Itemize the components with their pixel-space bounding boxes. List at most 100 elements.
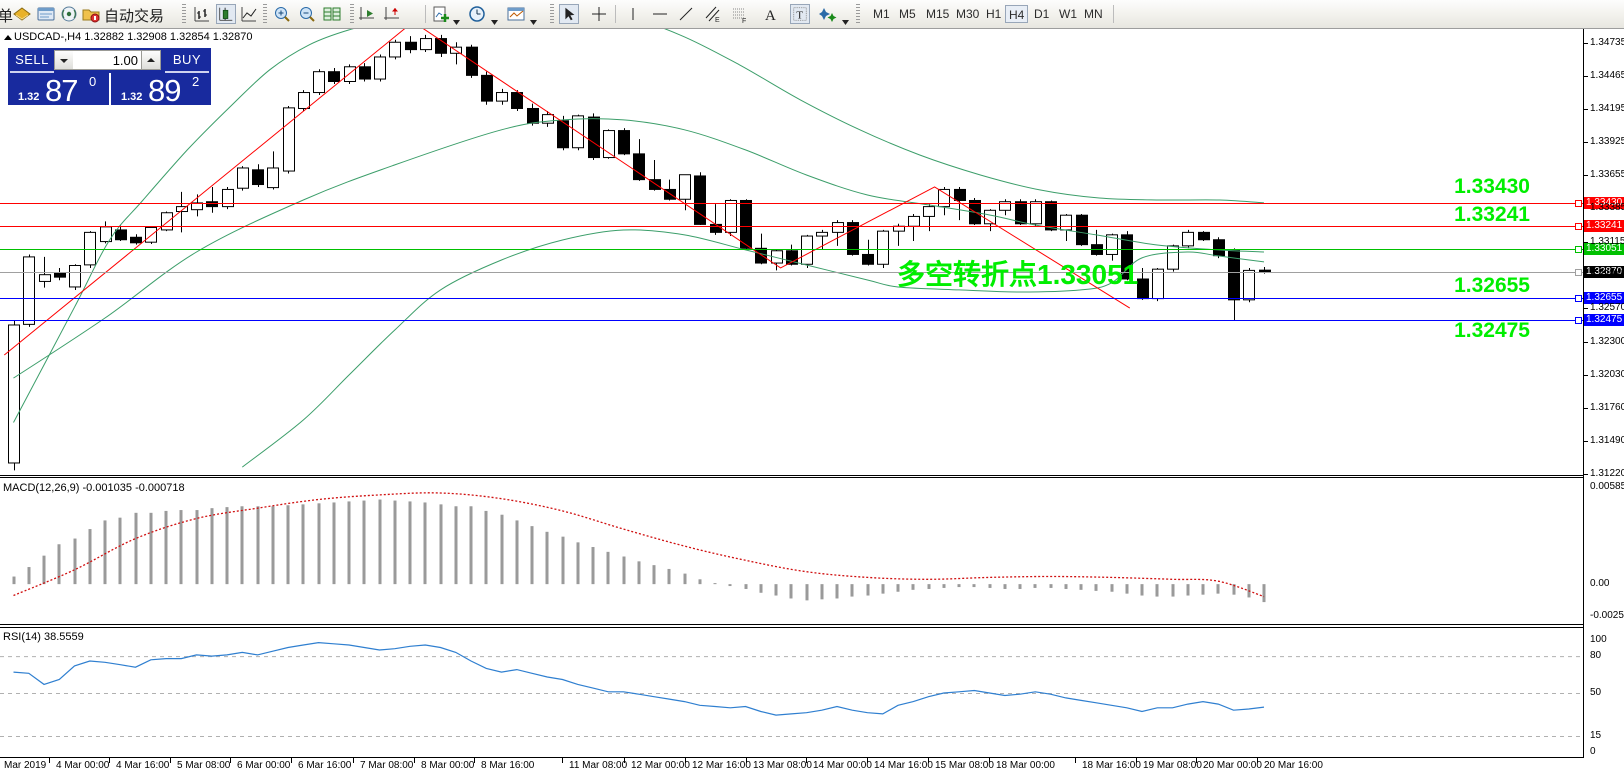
toolbar-drag-handle-2[interactable] [263,4,267,24]
line-selection-handle[interactable] [1575,223,1582,230]
candlestick[interactable] [237,166,249,191]
timeframe-m1[interactable]: M1 [873,7,890,21]
line-selection-handle[interactable] [1575,200,1582,207]
candlestick[interactable] [1060,213,1072,241]
equidistant-channel-icon[interactable]: E [703,4,723,24]
periods-dropdown-arrow[interactable] [491,12,498,25]
candlestick[interactable] [557,115,569,151]
candlestick[interactable] [267,151,279,190]
candlestick[interactable] [679,174,691,211]
candlestick[interactable] [344,64,356,84]
periods-clock-icon[interactable] [467,4,487,24]
candlestick[interactable] [206,186,218,213]
line-selection-handle[interactable] [1575,317,1582,324]
toolbar-drag-handle-5[interactable] [856,4,860,24]
candlestick[interactable] [740,199,752,250]
candlestick[interactable] [222,186,234,210]
timeframe-mn[interactable]: MN [1084,7,1103,21]
candlestick[interactable] [999,199,1011,216]
bar-chart-icon[interactable] [192,4,212,24]
crosshair-icon[interactable] [589,4,609,24]
candlestick[interactable] [115,225,127,241]
price-level-annotation[interactable]: 1.33241 [1454,203,1530,227]
candlestick[interactable] [923,204,935,232]
text-box-icon[interactable]: T [790,4,810,24]
expert-advisors-folder-icon[interactable] [81,4,101,24]
candlestick[interactable] [435,34,447,57]
candlestick[interactable] [908,213,920,241]
timeframe-h4[interactable]: H4 [1005,5,1029,23]
candlestick[interactable] [420,34,432,53]
candlestick[interactable] [69,264,81,291]
shapes-icon[interactable] [818,4,838,24]
candlestick[interactable] [496,88,508,105]
candlestick[interactable] [481,71,493,105]
line-selection-handle[interactable] [1575,246,1582,253]
candlestick[interactable] [283,106,295,174]
timeframe-m5[interactable]: M5 [899,7,916,21]
candlestick[interactable] [862,239,874,266]
candlestick[interactable] [1243,267,1255,303]
candlestick[interactable] [8,320,20,471]
auto-scroll-icon[interactable] [357,4,377,24]
indicators-icon[interactable] [431,4,451,24]
shapes-dropdown-arrow[interactable] [842,12,849,25]
price-level-annotation[interactable]: 1.32655 [1454,273,1530,297]
candlestick[interactable] [649,160,661,191]
candlestick[interactable] [664,179,676,201]
price-level-annotation[interactable]: 1.32475 [1454,319,1530,343]
auto-trading-label[interactable]: 自动交易 [104,8,165,25]
candlestick[interactable] [1182,229,1194,249]
candlestick[interactable] [755,233,767,265]
candlestick[interactable] [984,209,996,232]
candlestick[interactable] [603,129,615,159]
candlestick[interactable] [389,39,401,60]
horizontal-line-icon[interactable] [650,4,670,24]
chart-collapse-triangle-icon[interactable] [4,35,12,40]
candlestick[interactable] [542,110,554,127]
terminal-window-icon[interactable] [36,4,56,24]
candlestick[interactable] [725,199,737,237]
candlestick[interactable] [511,90,523,111]
line-selection-handle[interactable] [1575,269,1582,276]
sell-button[interactable]: SELL [10,49,54,73]
candlestick[interactable] [694,172,706,226]
candlestick[interactable] [313,69,325,95]
timeframe-m15[interactable]: M15 [926,7,950,21]
candlestick[interactable] [588,113,600,161]
candlestick[interactable] [893,223,905,246]
chart-shift-icon[interactable] [382,4,402,24]
line-chart-icon[interactable] [239,4,259,24]
price-scale-marker[interactable]: 1.33241 [1584,220,1624,233]
timeframe-d1[interactable]: D1 [1034,7,1050,21]
candlestick[interactable] [405,36,417,54]
candlestick[interactable] [130,234,142,245]
new-order-icon[interactable] [12,4,32,24]
candlestick[interactable] [328,68,340,84]
line-selection-handle[interactable] [1575,295,1582,302]
toolbar-drag-handle-1[interactable] [182,4,186,24]
data-window-icon[interactable] [322,4,342,24]
timeframe-m30[interactable]: M30 [956,7,980,21]
candlestick[interactable] [1076,213,1088,246]
candlestick[interactable] [252,164,264,187]
new-order-button-label[interactable]: 单 [0,8,14,25]
candlestick[interactable] [1167,244,1179,272]
candlestick[interactable] [847,220,859,256]
volume-decrease-button[interactable] [54,50,74,70]
indicators-dropdown-arrow[interactable] [453,12,460,25]
candlestick[interactable] [298,90,310,111]
candlestick[interactable] [710,204,722,235]
price-scale-marker[interactable]: 1.32475 [1584,314,1624,327]
candlestick[interactable] [176,191,188,233]
toolbar-drag-handle-4[interactable] [550,4,554,24]
candlestick[interactable] [633,139,645,181]
price-scale-marker[interactable]: 1.32870 [1584,265,1624,278]
templates-dropdown-arrow[interactable] [530,12,537,25]
candlestick[interactable] [801,234,813,268]
candlestick[interactable] [771,249,783,271]
price-scale-marker[interactable]: 1.33051 [1584,243,1624,256]
zoom-in-icon[interactable] [272,4,292,24]
